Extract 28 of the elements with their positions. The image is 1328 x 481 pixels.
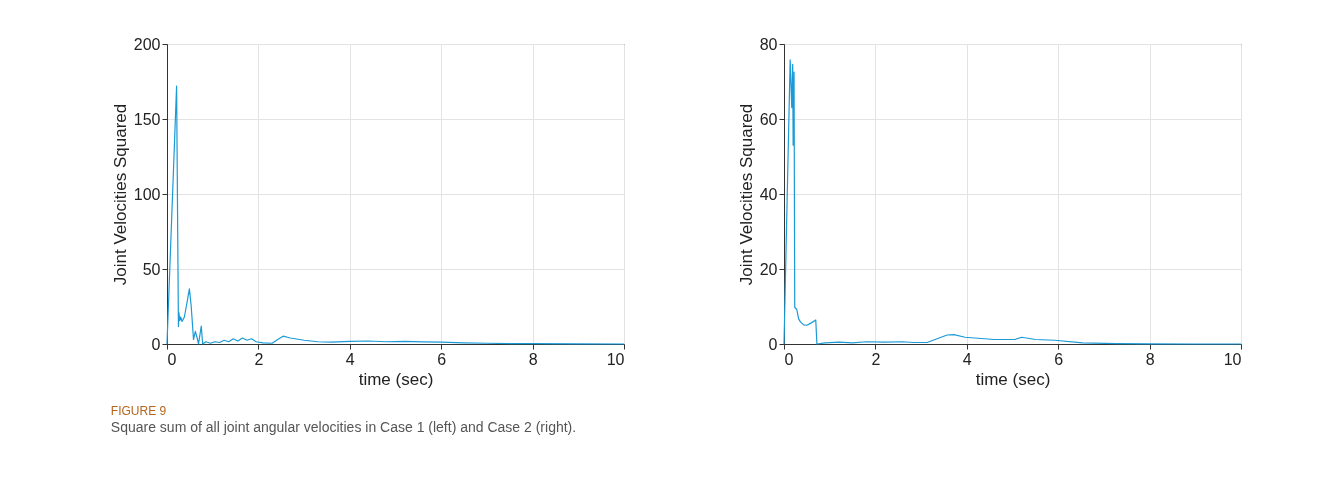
y-tick-label: 80 [759, 35, 778, 53]
x-tick-label: 8 [1145, 350, 1155, 368]
x-tick-label: 10 [606, 350, 625, 368]
x-tick-label: 4 [962, 350, 972, 368]
caption: FIGURE 9 [110, 403, 167, 418]
x-tick-label: 0 [167, 350, 177, 368]
y-tick-label: 50 [142, 260, 161, 278]
y-tick-label: 60 [759, 110, 778, 128]
y-tick-label: 40 [759, 185, 778, 203]
x-tick-label: 0 [784, 350, 794, 368]
y-tick-label: 200 [133, 35, 161, 53]
y-tick-label: 0 [151, 335, 161, 353]
y-axis-title: Joint Velocities Squared [110, 103, 130, 286]
y-axis-title: Joint Velocities Squared [736, 103, 756, 286]
x-tick-label: 2 [254, 350, 264, 368]
x-axis-title: time (sec) [358, 369, 434, 389]
text: Square sum of all joint angular velocities in Case 1 (left) and Case 2 (right). [110, 418, 577, 435]
x-tick-label: 10 [1223, 350, 1242, 368]
x-axis-title: time (sec) [975, 369, 1051, 389]
y-tick-label: 20 [759, 260, 778, 278]
x-tick-label: 2 [871, 350, 881, 368]
y-tick-label: 150 [133, 110, 161, 128]
x-tick-label: 6 [437, 350, 447, 368]
y-tick-label: 0 [768, 335, 778, 353]
x-tick-label: 6 [1054, 350, 1064, 368]
y-tick-label: 100 [133, 185, 161, 203]
x-tick-label: 4 [345, 350, 355, 368]
x-tick-label: 8 [528, 350, 538, 368]
